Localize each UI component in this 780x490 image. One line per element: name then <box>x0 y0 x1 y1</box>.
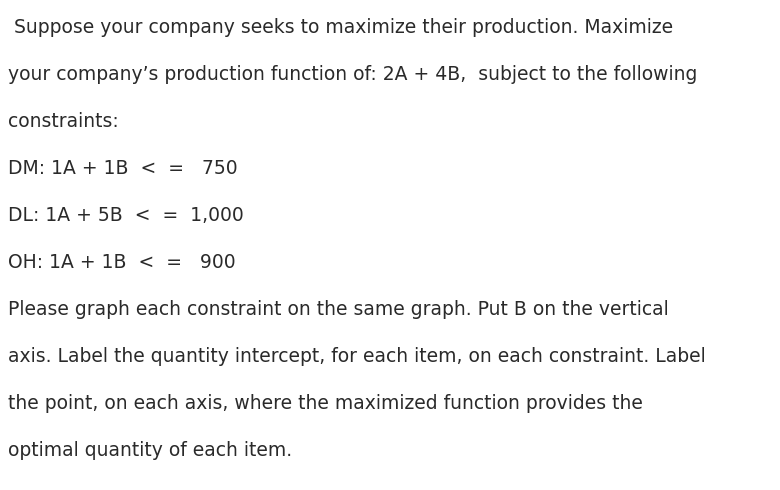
Text: Suppose your company seeks to maximize their production. Maximize: Suppose your company seeks to maximize t… <box>8 18 673 37</box>
Text: constraints:: constraints: <box>8 112 119 131</box>
Text: DL: 1A + 5B  <  =  1,000: DL: 1A + 5B < = 1,000 <box>8 206 243 225</box>
Text: axis. Label the quantity intercept, for each item, on each constraint. Label: axis. Label the quantity intercept, for … <box>8 347 706 366</box>
Text: the point, on each axis, where the maximized function provides the: the point, on each axis, where the maxim… <box>8 394 643 413</box>
Text: DM: 1A + 1B  <  =   750: DM: 1A + 1B < = 750 <box>8 159 238 178</box>
Text: your company’s production function of: 2A + 4B,  subject to the following: your company’s production function of: 2… <box>8 65 697 84</box>
Text: optimal quantity of each item.: optimal quantity of each item. <box>8 441 292 460</box>
Text: Please graph each constraint on the same graph. Put B on the vertical: Please graph each constraint on the same… <box>8 300 668 319</box>
Text: OH: 1A + 1B  <  =   900: OH: 1A + 1B < = 900 <box>8 253 236 272</box>
